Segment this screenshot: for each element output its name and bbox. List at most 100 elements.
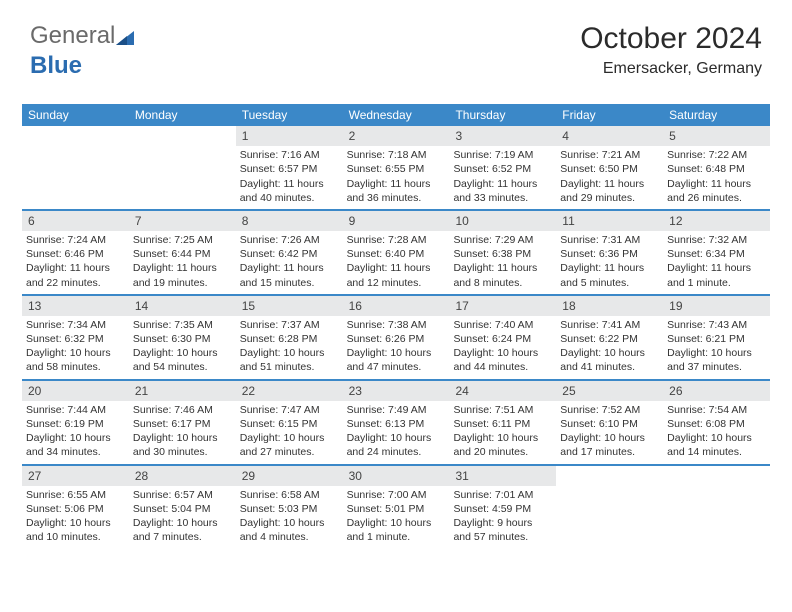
day-number: 21: [129, 381, 236, 401]
sunrise-text: Sunrise: 6:58 AM: [240, 488, 339, 502]
sunrise-text: Sunrise: 7:49 AM: [347, 403, 446, 417]
calendar-day: 1 Sunrise: 7:16 AMSunset: 6:57 PMDaylight…: [236, 126, 343, 209]
daylight-text: Daylight: 11 hours: [667, 261, 766, 275]
calendar-day: 10Sunrise: 7:29 AMSunset: 6:38 PMDayligh…: [449, 211, 556, 294]
sunrise-text: Sunrise: 7:16 AM: [240, 148, 339, 162]
sunrise-text: Sunrise: 7:25 AM: [133, 233, 232, 247]
sunrise-text: Sunrise: 7:28 AM: [347, 233, 446, 247]
daylight-text: Daylight: 10 hours: [347, 346, 446, 360]
sunrise-text: Sunrise: 6:57 AM: [133, 488, 232, 502]
sunset-text: Sunset: 6:15 PM: [240, 417, 339, 431]
calendar-day-empty: [129, 126, 236, 209]
sunrise-text: Sunrise: 7:54 AM: [667, 403, 766, 417]
sunrise-text: Sunrise: 7:51 AM: [453, 403, 552, 417]
brand-logo: General Blue: [30, 22, 134, 80]
calendar-day: 6Sunrise: 7:24 AMSunset: 6:46 PMDaylight…: [22, 211, 129, 294]
daylight-text: and 51 minutes.: [240, 360, 339, 374]
daylight-text: and 30 minutes.: [133, 445, 232, 459]
sunset-text: Sunset: 6:19 PM: [26, 417, 125, 431]
sunset-text: Sunset: 6:44 PM: [133, 247, 232, 261]
sunrise-text: Sunrise: 7:01 AM: [453, 488, 552, 502]
daylight-text: and 54 minutes.: [133, 360, 232, 374]
daylight-text: Daylight: 9 hours: [453, 516, 552, 530]
day-number: 25: [556, 381, 663, 401]
sunset-text: Sunset: 6:34 PM: [667, 247, 766, 261]
daylight-text: and 37 minutes.: [667, 360, 766, 374]
sunrise-text: Sunrise: 7:34 AM: [26, 318, 125, 332]
calendar-day: 31 Sunrise: 7:01 AMSunset: 4:59 PMDayligh…: [449, 466, 556, 549]
calendar-day: 9 Sunrise: 7:28 AMSunset: 6:40 PMDaylight…: [343, 211, 450, 294]
daylight-text: and 1 minute.: [667, 276, 766, 290]
sunset-text: Sunset: 6:10 PM: [560, 417, 659, 431]
brand-text-2: Blue: [30, 52, 82, 79]
daylight-text: Daylight: 10 hours: [667, 431, 766, 445]
sunrise-text: Sunrise: 7:22 AM: [667, 148, 766, 162]
sunset-text: Sunset: 5:03 PM: [240, 502, 339, 516]
sunrise-text: Sunrise: 7:32 AM: [667, 233, 766, 247]
daylight-text: Daylight: 10 hours: [560, 346, 659, 360]
daylight-text: Daylight: 10 hours: [240, 346, 339, 360]
calendar-day: 8Sunrise: 7:26 AMSunset: 6:42 PMDaylight…: [236, 211, 343, 294]
daylight-text: and 58 minutes.: [26, 360, 125, 374]
weekday-header: Monday: [129, 104, 236, 126]
sunrise-text: Sunrise: 7:52 AM: [560, 403, 659, 417]
daylight-text: and 40 minutes.: [240, 191, 339, 205]
calendar-day: 22Sunrise: 7:47 AMSunset: 6:15 PMDayligh…: [236, 381, 343, 464]
daylight-text: and 29 minutes.: [560, 191, 659, 205]
calendar-day: 4Sunrise: 7:21 AMSunset: 6:50 PMDaylight…: [556, 126, 663, 209]
daylight-text: and 4 minutes.: [240, 530, 339, 544]
day-number: 30: [343, 466, 450, 486]
daylight-text: and 26 minutes.: [667, 191, 766, 205]
sunset-text: Sunset: 6:38 PM: [453, 247, 552, 261]
daylight-text: and 57 minutes.: [453, 530, 552, 544]
sunset-text: Sunset: 6:40 PM: [347, 247, 446, 261]
sunrise-text: Sunrise: 7:31 AM: [560, 233, 659, 247]
sunset-text: Sunset: 6:57 PM: [240, 162, 339, 176]
daylight-text: and 47 minutes.: [347, 360, 446, 374]
sunrise-text: Sunrise: 7:47 AM: [240, 403, 339, 417]
calendar-day: 29Sunrise: 6:58 AMSunset: 5:03 PMDayligh…: [236, 466, 343, 549]
calendar-day: 12Sunrise: 7:32 AMSunset: 6:34 PMDayligh…: [663, 211, 770, 294]
calendar-day-empty: [22, 126, 129, 209]
day-number: 28: [129, 466, 236, 486]
day-number: 26: [663, 381, 770, 401]
day-number: 31: [449, 466, 556, 486]
daylight-text: and 22 minutes.: [26, 276, 125, 290]
daylight-text: Daylight: 10 hours: [347, 516, 446, 530]
sunrise-text: Sunrise: 7:44 AM: [26, 403, 125, 417]
calendar-day: 5Sunrise: 7:22 AMSunset: 6:48 PMDaylight…: [663, 126, 770, 209]
calendar-day: 3Sunrise: 7:19 AMSunset: 6:52 PMDaylight…: [449, 126, 556, 209]
sunset-text: Sunset: 5:01 PM: [347, 502, 446, 516]
daylight-text: Daylight: 11 hours: [347, 261, 446, 275]
daylight-text: Daylight: 11 hours: [667, 177, 766, 191]
day-number: 22: [236, 381, 343, 401]
daylight-text: Daylight: 11 hours: [560, 261, 659, 275]
sunset-text: Sunset: 6:52 PM: [453, 162, 552, 176]
sunset-text: Sunset: 6:46 PM: [26, 247, 125, 261]
daylight-text: and 36 minutes.: [347, 191, 446, 205]
daylight-text: Daylight: 11 hours: [347, 177, 446, 191]
daylight-text: Daylight: 10 hours: [133, 516, 232, 530]
daylight-text: Daylight: 11 hours: [240, 177, 339, 191]
weekday-header: Sunday: [22, 104, 129, 126]
weekday-header: Friday: [556, 104, 663, 126]
sunrise-text: Sunrise: 7:35 AM: [133, 318, 232, 332]
day-number: 1: [236, 126, 343, 146]
calendar-day: 24Sunrise: 7:51 AMSunset: 6:11 PMDayligh…: [449, 381, 556, 464]
calendar-week-row: 20Sunrise: 7:44 AMSunset: 6:19 PMDayligh…: [22, 379, 770, 464]
sunset-text: Sunset: 6:22 PM: [560, 332, 659, 346]
day-number: 18: [556, 296, 663, 316]
calendar-day: 20Sunrise: 7:44 AMSunset: 6:19 PMDayligh…: [22, 381, 129, 464]
daylight-text: and 12 minutes.: [347, 276, 446, 290]
brand-triangle-icon: [116, 24, 134, 52]
location-label: Emersacker, Germany: [580, 60, 762, 78]
day-number: 7: [129, 211, 236, 231]
day-number: 9: [343, 211, 450, 231]
daylight-text: Daylight: 11 hours: [133, 261, 232, 275]
sunset-text: Sunset: 4:59 PM: [453, 502, 552, 516]
sunset-text: Sunset: 6:36 PM: [560, 247, 659, 261]
daylight-text: Daylight: 10 hours: [26, 516, 125, 530]
sunrise-text: Sunrise: 7:38 AM: [347, 318, 446, 332]
calendar-day: 23Sunrise: 7:49 AMSunset: 6:13 PMDayligh…: [343, 381, 450, 464]
day-number: 19: [663, 296, 770, 316]
